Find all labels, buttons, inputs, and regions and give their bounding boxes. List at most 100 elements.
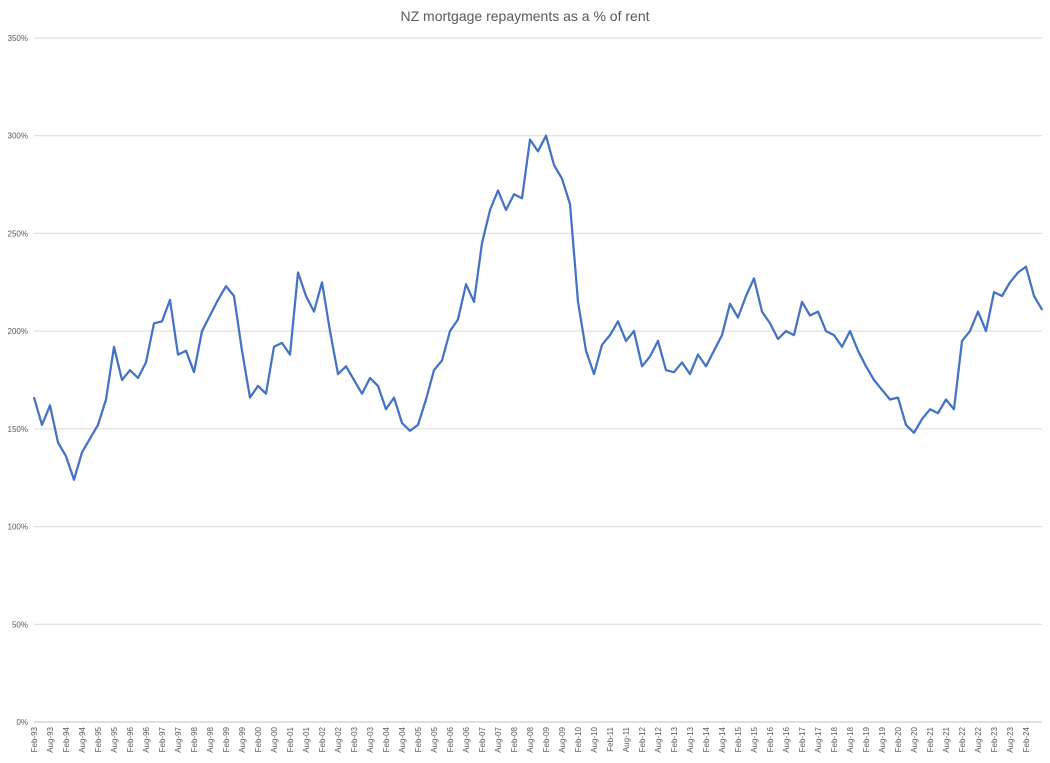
data-point bbox=[105, 398, 107, 401]
x-tick-label: Aug-15 bbox=[750, 726, 759, 752]
data-point bbox=[833, 334, 835, 336]
data-point bbox=[257, 385, 259, 387]
x-tick-label: Aug-14 bbox=[718, 726, 727, 752]
data-point bbox=[313, 310, 315, 313]
y-tick-label: 250% bbox=[8, 229, 28, 238]
data-point bbox=[673, 371, 675, 374]
x-tick-label: Feb-23 bbox=[990, 726, 999, 752]
data-point bbox=[761, 310, 763, 313]
y-tick-label: 0% bbox=[16, 718, 28, 727]
x-tick-label: Feb-14 bbox=[702, 726, 711, 752]
x-tick-label: Feb-21 bbox=[926, 726, 935, 752]
series-line bbox=[32, 134, 1043, 481]
x-tick-label: Aug-10 bbox=[590, 726, 599, 752]
data-point bbox=[41, 424, 43, 426]
y-tick-label: 300% bbox=[8, 132, 28, 141]
x-tick-label: Feb-02 bbox=[318, 726, 327, 752]
x-tick-label: Aug-93 bbox=[46, 726, 55, 752]
x-tick-label: Aug-06 bbox=[462, 726, 471, 752]
data-point bbox=[457, 318, 459, 321]
x-tick-label: Aug-94 bbox=[78, 726, 87, 752]
x-tick-label: Aug-97 bbox=[174, 726, 183, 752]
data-point bbox=[353, 379, 355, 381]
data-point bbox=[65, 455, 67, 458]
data-point bbox=[241, 349, 243, 352]
data-point bbox=[937, 412, 939, 415]
data-point bbox=[217, 299, 219, 301]
x-tick-label: Feb-09 bbox=[542, 726, 551, 752]
x-tick-label: Feb-95 bbox=[94, 726, 103, 752]
data-point bbox=[537, 150, 539, 153]
x-tick-label: Feb-20 bbox=[894, 726, 903, 752]
data-point bbox=[393, 396, 395, 399]
x-tick-label: Feb-05 bbox=[414, 726, 423, 752]
y-tick-label: 50% bbox=[12, 620, 28, 629]
y-tick-label: 200% bbox=[8, 327, 28, 336]
data-point bbox=[697, 353, 699, 356]
data-point bbox=[913, 432, 915, 434]
data-point bbox=[953, 408, 955, 411]
x-tick-label: Aug-08 bbox=[526, 726, 535, 752]
data-point bbox=[433, 369, 435, 372]
data-point bbox=[329, 330, 331, 332]
data-point bbox=[545, 134, 547, 137]
data-point bbox=[1009, 281, 1011, 284]
data-point bbox=[337, 373, 339, 375]
x-tick-label: Feb-01 bbox=[286, 726, 295, 752]
data-point bbox=[737, 316, 739, 319]
data-point bbox=[985, 330, 987, 332]
data-point bbox=[57, 441, 59, 444]
x-axis-ticks: Feb-93 Aug-93 Feb-94 Aug-94 Feb-95 Aug-95 Feb-… bbox=[30, 726, 1031, 752]
x-tick-label: Feb-06 bbox=[446, 726, 455, 752]
data-point bbox=[553, 164, 555, 166]
x-tick-label: Aug-16 bbox=[782, 726, 791, 752]
x-tick-label: Feb-07 bbox=[478, 726, 487, 752]
data-point bbox=[97, 424, 99, 426]
data-point bbox=[305, 295, 307, 297]
data-point bbox=[225, 285, 227, 288]
x-tick-label: Aug-20 bbox=[910, 726, 919, 752]
data-point bbox=[1033, 295, 1035, 297]
data-point bbox=[841, 346, 843, 348]
x-tick-label: Aug-12 bbox=[654, 726, 663, 752]
x-tick-label: Feb-96 bbox=[126, 726, 135, 752]
x-tick-label: Feb-97 bbox=[158, 726, 167, 752]
data-point bbox=[177, 353, 179, 356]
x-tick-label: Feb-98 bbox=[190, 726, 199, 752]
x-tick-label: Aug-04 bbox=[398, 726, 407, 752]
y-tick-label: 100% bbox=[8, 523, 28, 532]
data-point bbox=[465, 283, 467, 286]
data-point bbox=[145, 361, 147, 364]
x-tick-label: Aug-21 bbox=[942, 726, 951, 752]
data-point bbox=[633, 330, 635, 332]
x-tick-label: Feb-17 bbox=[798, 726, 807, 752]
x-tick-label: Feb-94 bbox=[62, 726, 71, 752]
data-point bbox=[361, 392, 363, 395]
data-point bbox=[713, 349, 715, 352]
data-point bbox=[153, 322, 155, 325]
data-point bbox=[385, 408, 387, 411]
data-point bbox=[921, 418, 923, 420]
data-point bbox=[161, 320, 163, 323]
x-tick-label: Aug-96 bbox=[142, 726, 151, 752]
data-point bbox=[377, 385, 379, 387]
x-tick-label: Feb-24 bbox=[1022, 726, 1031, 752]
data-point bbox=[489, 209, 491, 211]
data-point bbox=[1001, 295, 1003, 297]
x-tick-label: Feb-08 bbox=[510, 726, 519, 752]
x-tick-label: Aug-99 bbox=[238, 726, 247, 752]
data-point bbox=[369, 377, 371, 379]
data-point bbox=[905, 424, 907, 426]
data-point bbox=[705, 365, 707, 368]
data-point bbox=[857, 349, 859, 352]
data-point bbox=[609, 334, 611, 336]
x-tick-label: Aug-05 bbox=[430, 726, 439, 752]
data-point bbox=[929, 408, 931, 411]
data-point bbox=[1017, 271, 1019, 274]
data-point bbox=[289, 353, 291, 356]
data-point bbox=[425, 398, 427, 401]
x-tick-label: Feb-11 bbox=[606, 726, 615, 751]
data-point bbox=[513, 193, 515, 196]
data-point bbox=[873, 379, 875, 381]
